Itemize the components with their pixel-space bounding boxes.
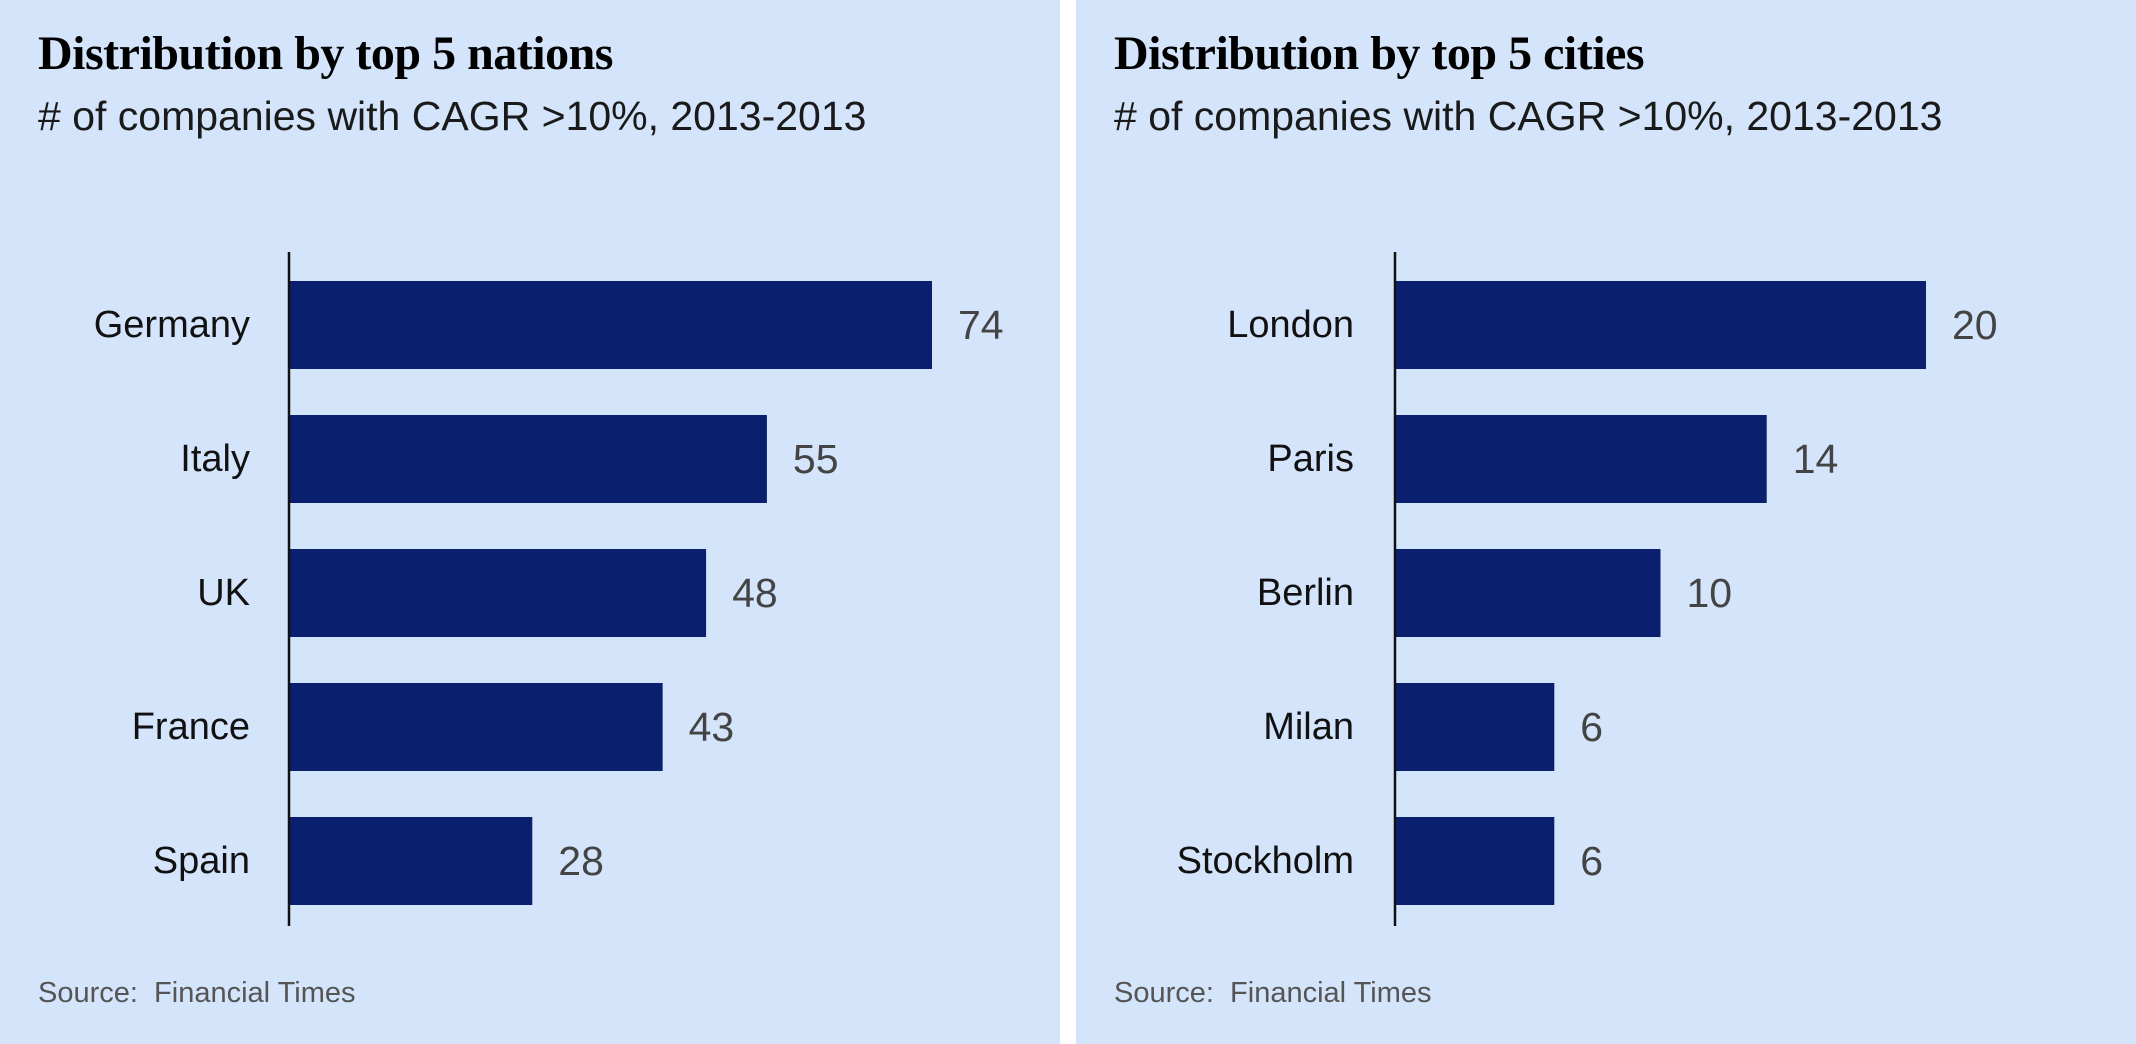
category-label: Italy bbox=[180, 438, 250, 480]
category-label: France bbox=[132, 706, 250, 748]
category-label: Germany bbox=[94, 304, 250, 346]
bar-london bbox=[1395, 281, 1926, 369]
value-label: 28 bbox=[558, 838, 604, 884]
chart-subtitle: # of companies with CAGR >10%, 2013-2013 bbox=[1114, 93, 1943, 139]
bar-berlin bbox=[1395, 549, 1661, 637]
source-note: Source: Financial Times bbox=[38, 977, 356, 1009]
bar-milan bbox=[1395, 683, 1555, 771]
category-label: Spain bbox=[153, 840, 250, 882]
bar-uk bbox=[289, 549, 707, 637]
chart-title: Distribution by top 5 cities bbox=[1114, 27, 1645, 80]
bar-chart-cities: London 20 Paris 14 Berlin 10 Milan 6 Stockholm 6 bbox=[1177, 252, 1998, 926]
bar-chart-nations: Germany 74 Italy 55 UK 48 France 43 Spain 28 bbox=[94, 252, 1004, 926]
value-label: 43 bbox=[689, 704, 735, 750]
value-label: 6 bbox=[1580, 838, 1603, 884]
category-label: London bbox=[1227, 304, 1354, 346]
value-label: 74 bbox=[958, 302, 1004, 348]
bar-paris bbox=[1395, 415, 1767, 503]
source-note: Source: Financial Times bbox=[1114, 977, 1432, 1009]
category-label: Stockholm bbox=[1177, 840, 1354, 882]
category-label: Paris bbox=[1267, 438, 1354, 480]
bar-germany bbox=[289, 281, 932, 369]
bar-spain bbox=[289, 817, 533, 905]
value-label: 10 bbox=[1687, 570, 1733, 616]
chart-panel-cities: Distribution by top 5 cities # of compan… bbox=[1076, 0, 2136, 1044]
value-label: 14 bbox=[1793, 436, 1839, 482]
value-label: 6 bbox=[1580, 704, 1603, 750]
chart-title: Distribution by top 5 nations bbox=[38, 27, 613, 80]
chart-subtitle: # of companies with CAGR >10%, 2013-2013 bbox=[38, 93, 867, 139]
value-label: 48 bbox=[732, 570, 778, 616]
bar-stockholm bbox=[1395, 817, 1555, 905]
chart-panel-nations: Distribution by top 5 nations # of compa… bbox=[0, 0, 1060, 1044]
bar-italy bbox=[289, 415, 767, 503]
category-label: UK bbox=[197, 572, 250, 614]
category-label: Berlin bbox=[1257, 572, 1354, 614]
bar-france bbox=[289, 683, 663, 771]
value-label: 20 bbox=[1952, 302, 1998, 348]
value-label: 55 bbox=[793, 436, 839, 482]
category-label: Milan bbox=[1263, 706, 1354, 748]
